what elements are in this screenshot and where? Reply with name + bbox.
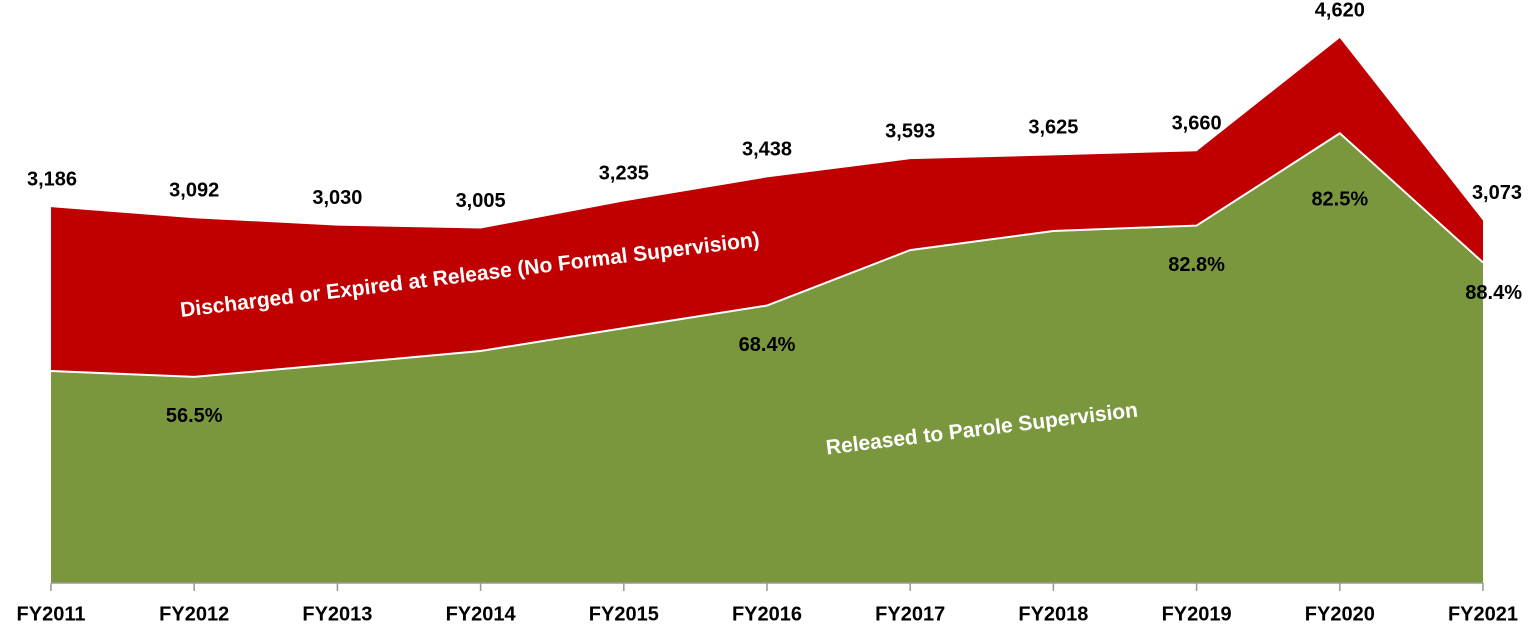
total-label: 3,625 — [1028, 117, 1078, 139]
x-tick-label: FY2013 — [302, 603, 372, 625]
area — [51, 38, 1483, 377]
x-tick-label: FY2017 — [875, 603, 945, 625]
total-label: 3,593 — [885, 120, 935, 142]
share-label: 82.5% — [1311, 189, 1368, 211]
share-label: 88.4% — [1465, 282, 1522, 304]
x-tick-label: FY2020 — [1305, 603, 1375, 625]
total-label: 3,186 — [27, 168, 77, 190]
total-label: 3,073 — [1472, 182, 1522, 204]
x-tick-label: FY2011 — [17, 603, 86, 625]
x-tick-label: FY2014 — [446, 603, 517, 625]
total-label: 3,092 — [169, 180, 219, 202]
total-label: 3,030 — [312, 187, 362, 209]
x-tick-label: FY2021 — [1448, 603, 1518, 625]
x-tick-label: FY2018 — [1018, 603, 1088, 625]
total-label: 3,660 — [1172, 113, 1222, 135]
series-boundary — [50, 132, 1484, 378]
share-label: 56.5% — [166, 405, 223, 427]
share-label: 82.8% — [1168, 254, 1225, 276]
total-label: 3,438 — [742, 139, 792, 161]
x-tick-label: FY2016 — [732, 603, 802, 625]
area — [51, 133, 1483, 583]
x-tick-label: FY2012 — [159, 603, 229, 625]
total-label: 3,005 — [456, 190, 506, 212]
share-label: 68.4% — [739, 334, 796, 356]
x-tick-label: FY2019 — [1162, 603, 1232, 625]
total-label: 3,235 — [599, 163, 649, 185]
total-label: 4,620 — [1315, 0, 1365, 21]
x-tick-label: FY2015 — [589, 603, 659, 625]
